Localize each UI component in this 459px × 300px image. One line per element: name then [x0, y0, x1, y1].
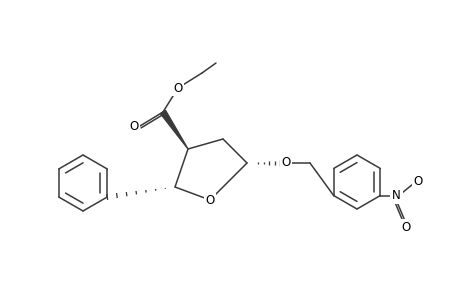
- Text: O: O: [401, 221, 410, 234]
- Text: N: N: [391, 189, 400, 202]
- Text: O: O: [205, 194, 214, 208]
- Text: O: O: [173, 82, 182, 94]
- Text: O: O: [129, 119, 138, 133]
- Text: O: O: [413, 175, 422, 188]
- Polygon shape: [160, 110, 188, 149]
- Text: O: O: [281, 157, 290, 169]
